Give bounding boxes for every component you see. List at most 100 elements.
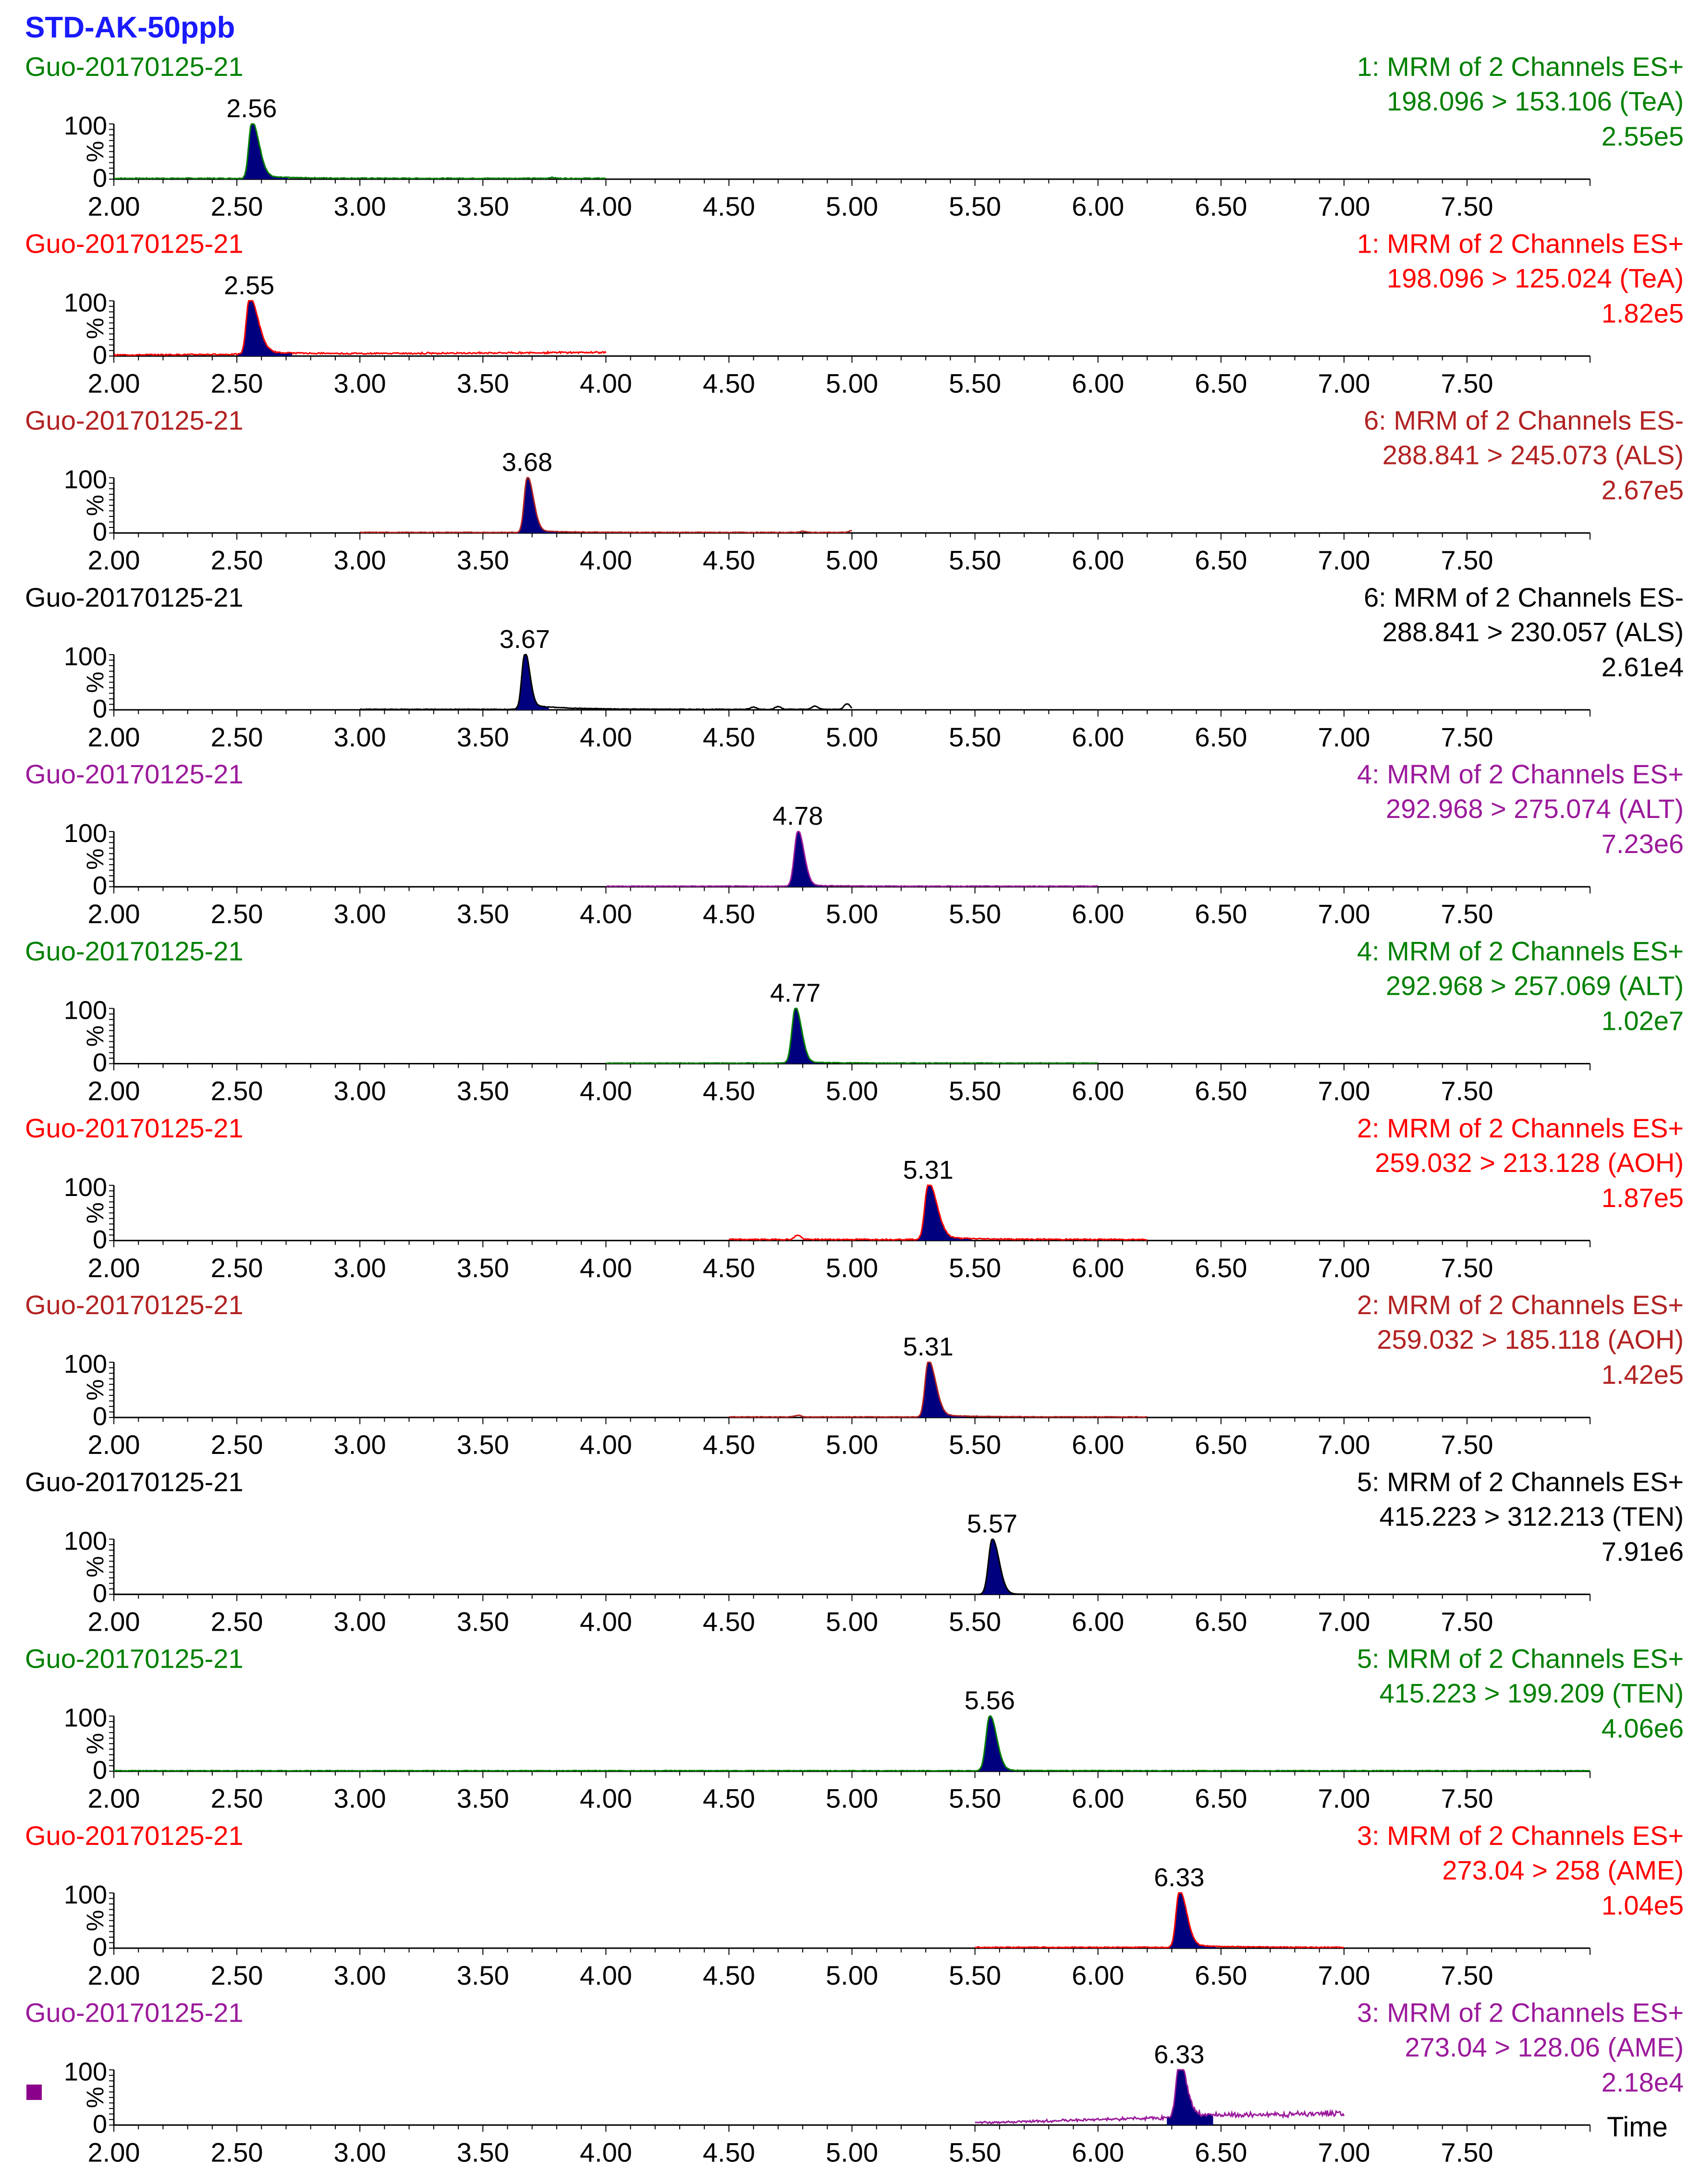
x-tick-label: 6.50 xyxy=(1195,545,1247,575)
y-unit-label: % xyxy=(82,2087,109,2108)
y-unit-label: % xyxy=(82,1202,109,1223)
function-label: 3: MRM of 2 Channels ES+ xyxy=(1357,1997,1684,2027)
function-label: 6: MRM of 2 Channels ES- xyxy=(1364,405,1684,436)
peak-rt-label: 2.55 xyxy=(224,271,274,300)
x-tick-label: 5.50 xyxy=(949,1253,1001,1283)
x-tick-label: 5.50 xyxy=(949,1783,1001,1814)
x-axis-time-label: Time xyxy=(1607,2111,1668,2143)
sample-name: Guo-20170125-21 xyxy=(25,405,244,436)
y-unit-label: % xyxy=(82,1025,109,1047)
x-tick-label: 2.50 xyxy=(211,899,263,929)
x-tick-label: 6.00 xyxy=(1072,1429,1124,1460)
x-tick-label: 4.50 xyxy=(703,1076,755,1106)
x-tick-label: 4.50 xyxy=(703,1429,755,1460)
x-tick-label: 2.00 xyxy=(88,722,140,752)
x-tick-label: 2.00 xyxy=(88,545,140,575)
sample-name: Guo-20170125-21 xyxy=(25,51,244,82)
x-tick-label: 6.00 xyxy=(1072,191,1124,221)
y-tick-label: 100 xyxy=(64,819,107,848)
sample-name: Guo-20170125-21 xyxy=(25,228,244,258)
transition-label: 259.032 > 185.118 (AOH) xyxy=(1377,1324,1684,1354)
x-tick-label: 2.50 xyxy=(211,1076,263,1106)
y-tick-label: 0 xyxy=(93,164,107,193)
x-tick-label: 7.50 xyxy=(1441,1960,1493,1990)
x-tick-label: 3.50 xyxy=(457,1253,509,1283)
function-label: 3: MRM of 2 Channels ES+ xyxy=(1357,1820,1684,1851)
x-tick-label: 4.50 xyxy=(703,368,755,398)
x-tick-label: 4.00 xyxy=(580,191,632,221)
peak-area xyxy=(976,1716,1024,1771)
x-tick-label: 6.00 xyxy=(1072,1783,1124,1814)
function-label: 4: MRM of 2 Channels ES+ xyxy=(1357,936,1684,966)
x-tick-label: 5.50 xyxy=(949,1429,1001,1460)
x-tick-label: 2.00 xyxy=(88,1960,140,1990)
x-tick-label: 4.00 xyxy=(580,1606,632,1636)
x-tick-label: 3.50 xyxy=(457,1429,509,1460)
x-tick-label: 6.00 xyxy=(1072,722,1124,752)
x-tick-label: 5.00 xyxy=(826,1606,878,1636)
x-tick-label: 5.00 xyxy=(826,1429,878,1460)
x-tick-label: 5.50 xyxy=(949,1606,1001,1636)
x-tick-label: 3.50 xyxy=(457,1783,509,1814)
x-tick-label: 5.00 xyxy=(826,545,878,575)
x-tick-label: 7.00 xyxy=(1318,545,1370,575)
x-tick-label: 2.50 xyxy=(211,2137,263,2167)
y-unit-label: % xyxy=(82,141,109,162)
y-unit-label: % xyxy=(82,1733,109,1754)
sample-name: Guo-20170125-21 xyxy=(25,1820,244,1851)
x-tick-label: 4.50 xyxy=(703,191,755,221)
x-tick-label: 7.50 xyxy=(1441,1783,1493,1814)
x-tick-label: 2.00 xyxy=(88,1783,140,1814)
chromatogram-panel: Guo-20170125-21 5: MRM of 2 Channels ES+ 4… xyxy=(25,1644,1684,1814)
intensity-label: 2.18e4 xyxy=(1602,2067,1684,2097)
y-tick-label: 100 xyxy=(64,111,107,140)
sample-name: Guo-20170125-21 xyxy=(25,1644,244,1674)
chromatogram-panel: Guo-20170125-21 5: MRM of 2 Channels ES+ 4… xyxy=(25,1466,1684,1636)
x-tick-label: 5.50 xyxy=(949,2137,1001,2167)
x-tick-label: 3.50 xyxy=(457,368,509,398)
x-tick-label: 5.00 xyxy=(826,191,878,221)
intensity-label: 1.82e5 xyxy=(1602,298,1684,328)
x-tick-label: 7.50 xyxy=(1441,368,1493,398)
sample-name: Guo-20170125-21 xyxy=(25,936,244,966)
sample-name: Guo-20170125-21 xyxy=(25,1113,244,1143)
x-tick-label: 6.00 xyxy=(1072,1076,1124,1106)
x-tick-label: 6.50 xyxy=(1195,1253,1247,1283)
chromatogram-trace xyxy=(113,1715,1591,1772)
x-tick-label: 6.00 xyxy=(1072,2137,1124,2167)
y-tick-label: 0 xyxy=(93,1756,107,1785)
chromatogram-trace xyxy=(359,477,852,534)
x-tick-label: 5.50 xyxy=(949,545,1001,575)
x-tick-label: 3.00 xyxy=(334,1429,386,1460)
x-tick-label: 3.50 xyxy=(457,722,509,752)
x-tick-label: 5.00 xyxy=(826,899,878,929)
x-tick-label: 7.00 xyxy=(1318,1253,1370,1283)
x-tick-label: 4.00 xyxy=(580,1783,632,1814)
y-tick-label: 100 xyxy=(64,1704,107,1733)
x-tick-label: 2.00 xyxy=(88,1429,140,1460)
x-tick-label: 6.50 xyxy=(1195,1606,1247,1636)
x-tick-label: 4.00 xyxy=(580,722,632,752)
x-tick-label: 3.00 xyxy=(334,2137,386,2167)
transition-label: 259.032 > 213.128 (AOH) xyxy=(1375,1147,1684,1178)
x-tick-label: 2.00 xyxy=(88,368,140,398)
y-unit-label: % xyxy=(82,671,109,693)
x-tick-label: 7.00 xyxy=(1318,368,1370,398)
x-tick-label: 6.00 xyxy=(1072,545,1124,575)
x-tick-label: 4.00 xyxy=(580,1253,632,1283)
x-tick-label: 5.50 xyxy=(949,1960,1001,1990)
x-tick-label: 6.50 xyxy=(1195,722,1247,752)
x-tick-label: 5.00 xyxy=(826,1076,878,1106)
x-tick-label: 2.00 xyxy=(88,1606,140,1636)
x-tick-label: 6.50 xyxy=(1195,2137,1247,2167)
chromatogram-trace xyxy=(114,1538,1590,1595)
peak-rt-label: 6.33 xyxy=(1154,2040,1204,2069)
y-tick-label: 100 xyxy=(64,1526,107,1555)
x-tick-label: 2.00 xyxy=(88,191,140,221)
peak-area xyxy=(1167,1893,1216,1948)
y-unit-label: % xyxy=(82,1910,109,1931)
transition-label: 292.968 > 257.069 (ALT) xyxy=(1386,971,1684,1001)
x-tick-label: 6.00 xyxy=(1072,1960,1124,1990)
y-tick-label: 0 xyxy=(93,1579,107,1608)
intensity-label: 7.91e6 xyxy=(1602,1536,1684,1566)
